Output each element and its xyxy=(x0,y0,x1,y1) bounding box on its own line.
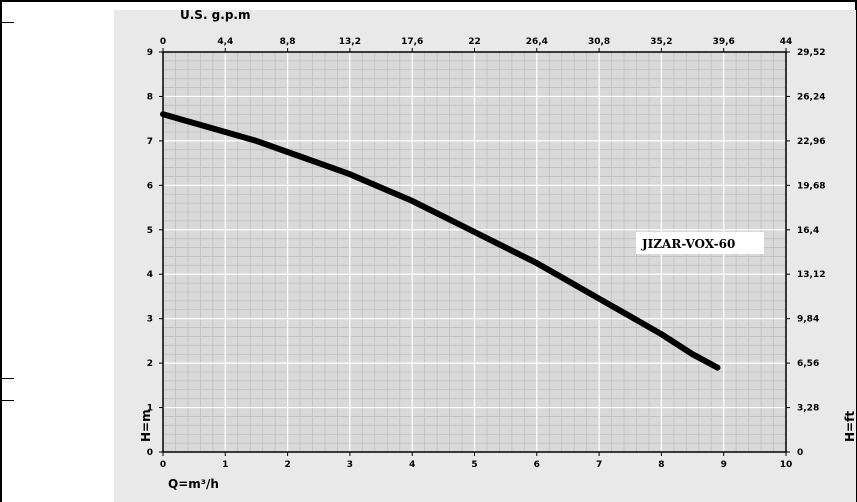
top-tick-label: 22 xyxy=(468,37,481,47)
curve-label: JIZAR-VOX-60 xyxy=(641,237,735,251)
top-tick-label: 39,6 xyxy=(713,37,735,47)
y-tick-label: 4 xyxy=(147,270,153,280)
top-tick-label: 4,4 xyxy=(217,37,233,47)
right-axis-ticks: 0 3,28 6,56 9,84 13,12 16,4 19,68 22,96 26,24 29,… xyxy=(786,48,825,458)
y-tick-label: 1 xyxy=(147,404,153,414)
top-axis-title: U.S. g.p.m xyxy=(180,8,250,22)
right-tick-label: 19,68 xyxy=(797,181,825,191)
y-axis-ticks: 0 1 2 3 4 5 6 7 8 9 xyxy=(147,48,163,458)
frame-row-line-3 xyxy=(0,400,14,401)
x-tick-label: 1 xyxy=(222,460,228,470)
y-tick-label: 7 xyxy=(147,137,153,147)
y-tick-label: 3 xyxy=(147,315,153,325)
frame-top-line xyxy=(0,0,857,2)
right-tick-label: 26,24 xyxy=(797,92,825,102)
top-tick-label: 17,6 xyxy=(401,37,423,47)
x-tick-label: 6 xyxy=(534,460,540,470)
top-tick-label: 13,2 xyxy=(339,37,361,47)
right-tick-label: 0 xyxy=(797,448,803,458)
right-tick-label: 9,84 xyxy=(797,315,819,325)
y-tick-label: 6 xyxy=(147,181,153,191)
x-tick-label: 7 xyxy=(596,460,602,470)
right-axis-title: H=ft xyxy=(843,411,857,442)
y-tick-label: 0 xyxy=(147,448,153,458)
top-tick-label: 30,8 xyxy=(588,37,610,47)
top-tick-label: 26,4 xyxy=(526,37,548,47)
top-tick-label: 8,8 xyxy=(280,37,296,47)
top-axis-ticks: 0 4,4 8,8 13,2 17,6 22 26,4 30,8 35,2 39,6 44 xyxy=(160,37,792,52)
series-line-jizar-vox-60 xyxy=(160,111,721,371)
x-tick-label: 4 xyxy=(409,460,415,470)
major-grid xyxy=(163,52,786,452)
y-tick-label: 9 xyxy=(147,48,153,58)
right-tick-label: 13,12 xyxy=(797,270,825,280)
y-tick-label: 2 xyxy=(147,359,153,369)
x-tick-label: 5 xyxy=(471,460,477,470)
y-tick-label: 8 xyxy=(147,92,153,102)
x-tick-label: 8 xyxy=(658,460,664,470)
top-tick-label: 44 xyxy=(780,37,793,47)
right-tick-label: 3,28 xyxy=(797,404,819,414)
y-tick-label: 5 xyxy=(147,226,153,236)
curve-label-box xyxy=(636,232,764,254)
top-tick-label: 35,2 xyxy=(650,37,672,47)
frame-left-line xyxy=(0,0,2,502)
frame-row-line-1 xyxy=(0,22,14,23)
frame-row-line-2 xyxy=(0,378,14,379)
x-axis-title: Q=m³/h xyxy=(168,477,219,491)
x-tick-label: 3 xyxy=(347,460,353,470)
y-axis-title: H=m xyxy=(139,409,153,442)
x-axis-ticks: 0 1 2 3 4 5 6 7 8 9 10 xyxy=(160,452,792,470)
x-tick-label: 10 xyxy=(780,460,793,470)
right-tick-label: 22,96 xyxy=(797,137,825,147)
x-tick-label: 2 xyxy=(284,460,290,470)
right-tick-label: 16,4 xyxy=(797,226,819,236)
x-tick-label: 9 xyxy=(721,460,727,470)
right-tick-label: 6,56 xyxy=(797,359,819,369)
right-tick-label: 29,52 xyxy=(797,48,825,58)
top-tick-label: 0 xyxy=(160,37,166,47)
x-tick-label: 0 xyxy=(160,460,166,470)
